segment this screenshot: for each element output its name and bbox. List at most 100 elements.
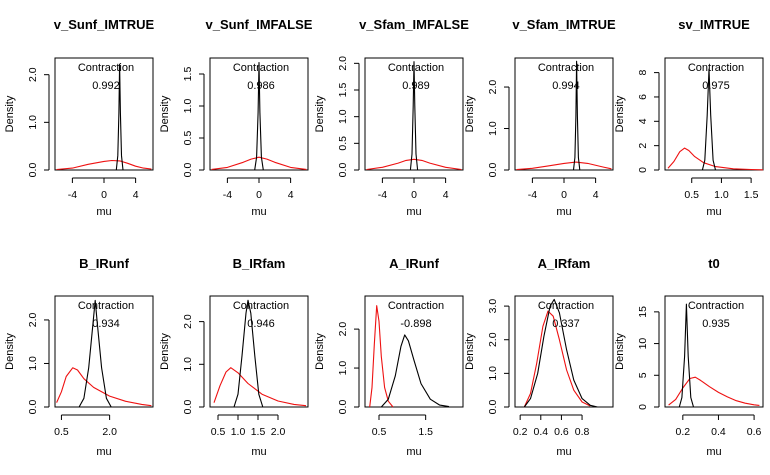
- x-axis-label: mu: [406, 206, 421, 218]
- panel-title: B_IRfam: [233, 256, 286, 271]
- contraction-value: 0.989: [402, 80, 430, 92]
- x-axis-label: mu: [96, 446, 111, 458]
- y-tick-label: 0.5: [337, 136, 349, 151]
- panel-title: v_Sfam_IMTRUE: [512, 17, 616, 32]
- posterior-density-line: [254, 61, 264, 171]
- contraction-label: Contraction: [78, 300, 134, 312]
- x-tick-label: 0.5: [211, 426, 226, 438]
- contraction-label: Contraction: [538, 62, 594, 74]
- y-axis-label: Density: [4, 333, 16, 370]
- panel-title: sv_IMTRUE: [678, 17, 750, 32]
- y-tick-label: 0: [637, 404, 649, 410]
- y-tick-label: 10: [637, 338, 649, 350]
- contraction-label: Contraction: [388, 300, 444, 312]
- x-tick-label: 0.8: [575, 426, 590, 438]
- y-axis-label: Density: [464, 95, 476, 132]
- x-axis-label: mu: [251, 206, 266, 218]
- contraction-label: Contraction: [78, 62, 134, 74]
- contraction-value: 0.337: [552, 318, 580, 330]
- plot-frame: [209, 57, 309, 171]
- x-tick-label: 1.0: [714, 189, 729, 201]
- prior-density-line: [211, 156, 307, 170]
- y-tick-label: 2: [637, 143, 649, 149]
- contraction-label: Contraction: [233, 300, 289, 312]
- contraction-label: Contraction: [233, 62, 289, 74]
- panel-9: A_IRfam 0.2 0.4 0.6 0.8 0.0 1.0 2.0 3.0 mu Density…: [464, 256, 614, 458]
- contraction-value: 0.986: [247, 80, 275, 92]
- posterior-density-line: [78, 299, 112, 408]
- y-axis-label: Density: [314, 95, 326, 132]
- y-tick-label: 0.5: [182, 131, 194, 146]
- panel-8: A_IRunf 0.5 1.5 0.0 1.0 2.0 mu Density Contracti…: [314, 256, 464, 458]
- contraction-label: Contraction: [388, 62, 444, 74]
- y-tick-label: 2.0: [337, 56, 349, 71]
- plot-frame: [209, 295, 309, 408]
- y-tick-label: 6: [637, 94, 649, 100]
- prior-density-line: [56, 159, 152, 171]
- y-tick-label: 0.0: [487, 163, 499, 178]
- x-tick-label: 0.5: [372, 426, 387, 438]
- x-tick-label: 0: [256, 189, 262, 201]
- y-axis-label: Density: [614, 95, 626, 132]
- plot-frame: [514, 57, 614, 171]
- x-tick-label: -4: [378, 189, 387, 201]
- posterior-density-line: [523, 298, 598, 408]
- plot-frame: [514, 295, 614, 408]
- y-axis-label: Density: [614, 333, 626, 370]
- x-tick-label: 1.5: [251, 426, 266, 438]
- panel-title: v_Sunf_IMTRUE: [54, 17, 155, 32]
- posterior-density-line: [409, 61, 419, 171]
- plot-frame: [664, 295, 764, 408]
- panel-5: sv_IMTRUE 0.5 1.0 1.5 0 2 4 6 8 mu Density Contract…: [614, 17, 764, 218]
- y-tick-label: 0.0: [182, 163, 194, 178]
- y-tick-label: 2.0: [27, 312, 39, 327]
- prior-density-line: [667, 147, 764, 171]
- x-tick-label: 4: [593, 189, 599, 201]
- x-tick-label: 0.6: [747, 426, 762, 438]
- y-axis-label: Density: [464, 333, 476, 370]
- y-tick-label: 1.0: [182, 357, 194, 372]
- prior-density-line: [369, 305, 394, 408]
- contraction-value: 0.975: [702, 80, 730, 92]
- panel-title: B_IRunf: [79, 256, 130, 271]
- y-tick-label: 0.0: [337, 163, 349, 178]
- prior-density-line: [523, 310, 591, 408]
- y-tick-label: 2.0: [487, 80, 499, 95]
- x-tick-label: 0: [411, 189, 417, 201]
- contraction-label: Contraction: [688, 300, 744, 312]
- panel-title: A_IRunf: [389, 256, 440, 271]
- panel-title: v_Sunf_IMFALSE: [206, 17, 313, 32]
- prior-density-line: [366, 158, 462, 171]
- plot-frame: [54, 295, 154, 408]
- y-tick-label: 2.0: [27, 67, 39, 82]
- x-tick-label: 1.5: [744, 189, 759, 201]
- x-axis-label: mu: [251, 446, 266, 458]
- x-tick-label: 0.6: [554, 426, 569, 438]
- y-tick-label: 8: [637, 70, 649, 76]
- y-tick-label: 1.0: [27, 115, 39, 130]
- contraction-value: 0.946: [247, 318, 275, 330]
- x-tick-label: -4: [223, 189, 232, 201]
- y-tick-label: 0: [637, 167, 649, 173]
- x-tick-label: 4: [443, 189, 449, 201]
- x-tick-label: 0: [561, 189, 567, 201]
- y-axis-label: Density: [159, 333, 171, 370]
- panel-title: t0: [708, 256, 720, 271]
- x-tick-label: 0.4: [533, 426, 548, 438]
- y-tick-label: 2.0: [182, 314, 194, 329]
- plot-frame: [664, 57, 764, 171]
- panel-4: v_Sfam_IMTRUE -4 0 4 0.0 1.0 2.0 mu Density Contr…: [464, 17, 616, 218]
- y-axis-label: Density: [314, 333, 326, 370]
- y-tick-label: 1.5: [182, 67, 194, 82]
- plot-frame: [54, 57, 154, 171]
- plot-frame: [364, 295, 464, 408]
- y-tick-label: 15: [637, 306, 649, 318]
- x-axis-label: mu: [706, 206, 721, 218]
- posterior-density-line: [380, 334, 450, 408]
- y-tick-label: 0.0: [27, 400, 39, 415]
- panel-title: v_Sfam_IMFALSE: [359, 17, 469, 32]
- contraction-label: Contraction: [538, 300, 594, 312]
- x-tick-label: -4: [68, 189, 77, 201]
- y-tick-label: 0.0: [182, 400, 194, 415]
